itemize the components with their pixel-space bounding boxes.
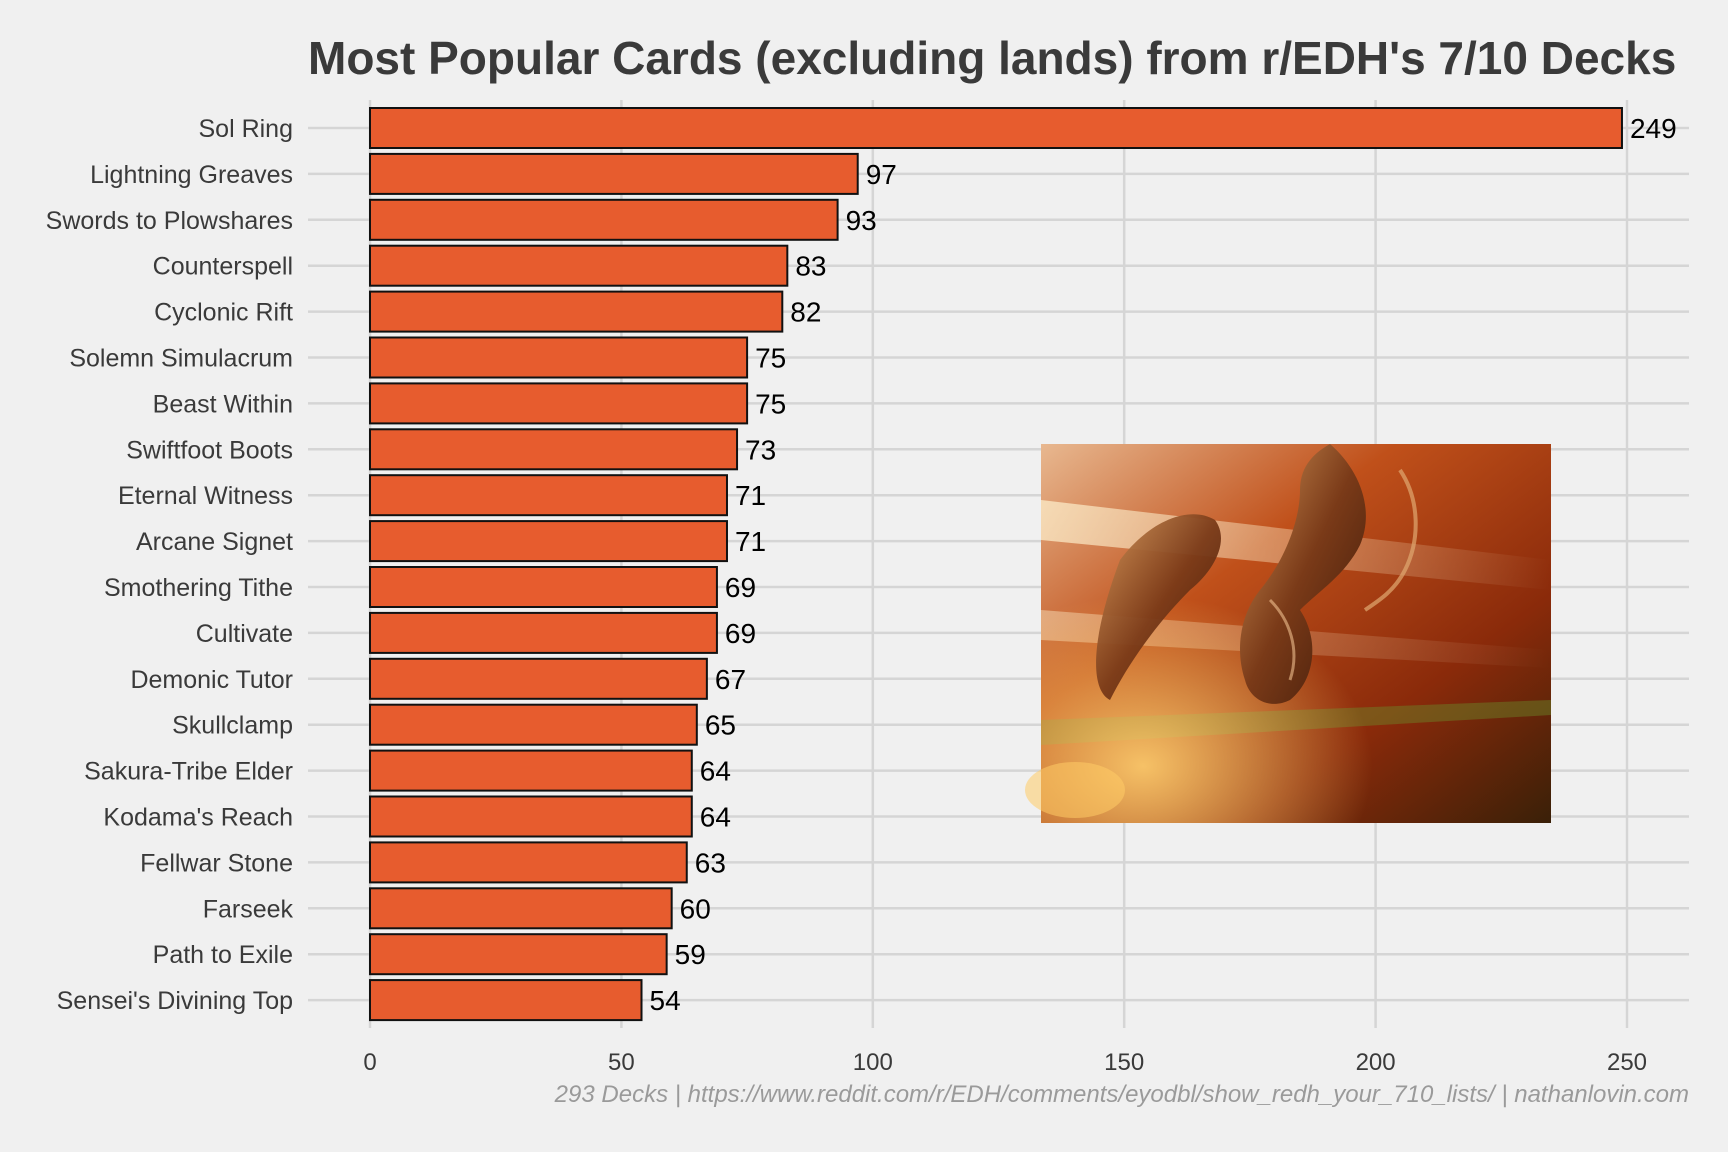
x-tick-label: 100 (853, 1049, 893, 1076)
value-label: 93 (846, 205, 877, 236)
value-labels: 2499793838275757371716969676564646360595… (650, 113, 1677, 1016)
category-label: Counterspell (153, 253, 293, 281)
x-axis-ticks: 0 50 100 150 200 250 (363, 1049, 1647, 1076)
category-label: Farseek (203, 895, 294, 923)
value-label: 63 (695, 847, 726, 878)
category-label: Arcane Signet (136, 528, 293, 556)
value-label: 83 (795, 251, 826, 282)
category-label: Fellwar Stone (140, 849, 293, 877)
category-label: Kodama's Reach (103, 804, 293, 832)
value-label: 64 (700, 756, 731, 787)
x-tick-label: 0 (363, 1049, 376, 1076)
bar (369, 520, 728, 563)
inset-image (1025, 444, 1551, 823)
value-label: 54 (650, 985, 681, 1016)
bar (369, 566, 718, 608)
chart-caption: 293 Decks | https://www.reddit.com/r/EDH… (554, 1081, 1689, 1108)
category-label: Beast Within (153, 390, 293, 418)
value-label: 64 (700, 802, 731, 833)
value-label: 59 (675, 939, 706, 970)
bar (369, 795, 693, 838)
x-tick-label: 200 (1356, 1049, 1396, 1076)
value-label: 75 (755, 343, 786, 374)
category-labels: Sol Ring Lightning Greaves Swords to Plows… (46, 115, 294, 1015)
category-label: Swiftfoot Boots (126, 436, 293, 464)
value-label: 75 (755, 388, 786, 419)
x-tick-label: 50 (608, 1049, 635, 1076)
bar (369, 657, 708, 700)
value-label: 65 (705, 710, 736, 741)
bars (369, 107, 1623, 1022)
category-label: Lightning Greaves (90, 161, 293, 189)
bar (369, 703, 698, 746)
category-label: Sol Ring (199, 115, 294, 143)
bar (369, 749, 693, 792)
bar (369, 336, 749, 379)
x-tick-label: 250 (1607, 1049, 1647, 1076)
value-label: 249 (1630, 113, 1677, 144)
value-label: 67 (715, 664, 746, 695)
bar (369, 152, 859, 195)
category-label: Eternal Witness (118, 482, 293, 510)
category-label: Sensei's Divining Top (57, 987, 293, 1015)
bar (369, 474, 728, 517)
value-label: 69 (725, 618, 756, 649)
bar (369, 887, 673, 930)
category-label: Skullclamp (172, 712, 293, 740)
bar (369, 198, 839, 241)
bar (369, 244, 789, 287)
value-label: 71 (735, 526, 766, 557)
bar (369, 933, 668, 976)
bar (369, 979, 643, 1022)
bar (369, 841, 688, 884)
bar (369, 107, 1623, 149)
category-label: Smothering Tithe (104, 574, 293, 602)
value-label: 60 (680, 893, 711, 924)
category-label: Swords to Plowshares (46, 207, 293, 235)
category-label: Cultivate (196, 620, 293, 648)
category-label: Path to Exile (153, 941, 293, 969)
value-label: 82 (790, 297, 821, 328)
bar (369, 611, 718, 654)
value-label: 71 (735, 480, 766, 511)
value-label: 69 (725, 572, 756, 603)
x-tick-label: 150 (1104, 1049, 1144, 1076)
value-label: 97 (866, 159, 897, 190)
bar (369, 382, 749, 425)
bar (369, 428, 739, 471)
category-label: Solemn Simulacrum (69, 345, 293, 373)
value-label: 73 (745, 434, 776, 465)
category-label: Demonic Tutor (130, 666, 293, 694)
bar (369, 290, 784, 333)
category-label: Cyclonic Rift (154, 299, 293, 327)
category-label: Sakura-Tribe Elder (84, 758, 293, 786)
chart-title: Most Popular Cards (excluding lands) fro… (308, 32, 1676, 84)
